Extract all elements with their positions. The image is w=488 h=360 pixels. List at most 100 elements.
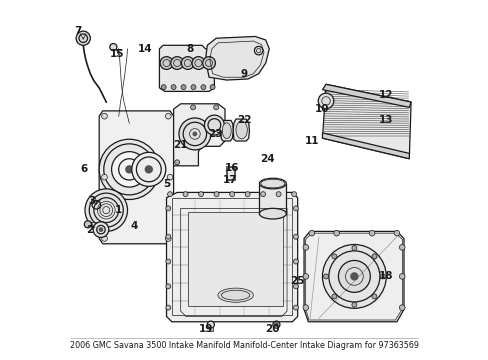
Text: 6: 6	[81, 165, 88, 174]
Circle shape	[76, 31, 90, 45]
Circle shape	[260, 192, 265, 197]
Circle shape	[351, 302, 356, 307]
Bar	[259, 184, 286, 214]
Circle shape	[167, 192, 172, 197]
Circle shape	[145, 166, 152, 173]
Circle shape	[190, 105, 195, 110]
Ellipse shape	[222, 123, 231, 139]
Polygon shape	[173, 104, 224, 166]
Polygon shape	[220, 121, 233, 141]
Circle shape	[165, 284, 170, 289]
Circle shape	[160, 57, 173, 69]
Circle shape	[293, 305, 298, 310]
Circle shape	[322, 244, 386, 308]
Circle shape	[303, 274, 308, 279]
Circle shape	[291, 192, 296, 197]
Circle shape	[170, 57, 183, 69]
Polygon shape	[166, 192, 297, 322]
Circle shape	[214, 192, 219, 197]
Text: 5: 5	[163, 179, 170, 189]
Circle shape	[165, 206, 170, 211]
Polygon shape	[233, 119, 249, 141]
Circle shape	[132, 152, 165, 186]
Circle shape	[371, 254, 376, 259]
Circle shape	[380, 274, 385, 279]
Text: 8: 8	[185, 44, 193, 54]
Polygon shape	[322, 133, 408, 159]
Bar	[225, 166, 234, 180]
Circle shape	[244, 192, 249, 197]
Circle shape	[303, 305, 308, 310]
Text: 18: 18	[378, 271, 393, 281]
Circle shape	[191, 85, 196, 90]
Circle shape	[125, 166, 133, 173]
Text: 24: 24	[260, 154, 274, 164]
Polygon shape	[304, 231, 403, 322]
Circle shape	[202, 57, 215, 69]
Circle shape	[183, 192, 188, 197]
Circle shape	[331, 294, 336, 299]
Circle shape	[99, 228, 102, 231]
Text: 7: 7	[74, 26, 81, 36]
Circle shape	[165, 259, 170, 264]
Polygon shape	[159, 45, 214, 91]
Text: 12: 12	[378, 90, 393, 100]
Text: 15: 15	[109, 49, 124, 59]
Text: 10: 10	[315, 104, 329, 114]
Circle shape	[308, 230, 314, 236]
Ellipse shape	[236, 121, 247, 139]
Polygon shape	[322, 84, 410, 159]
Circle shape	[368, 230, 374, 236]
Circle shape	[293, 259, 298, 264]
Circle shape	[93, 222, 108, 238]
Circle shape	[181, 57, 194, 69]
Circle shape	[318, 93, 333, 109]
Text: 16: 16	[224, 163, 239, 172]
Circle shape	[399, 244, 404, 250]
Circle shape	[293, 284, 298, 289]
Circle shape	[293, 206, 298, 211]
Circle shape	[85, 189, 127, 231]
Circle shape	[204, 115, 224, 135]
Circle shape	[193, 132, 196, 136]
Circle shape	[254, 46, 263, 55]
Circle shape	[174, 160, 179, 165]
Circle shape	[181, 85, 185, 90]
Circle shape	[399, 305, 404, 310]
Circle shape	[210, 85, 215, 90]
Circle shape	[350, 273, 357, 280]
Circle shape	[201, 85, 205, 90]
Circle shape	[84, 221, 91, 228]
Circle shape	[293, 234, 298, 239]
Circle shape	[192, 57, 204, 69]
Circle shape	[303, 244, 308, 250]
Circle shape	[399, 274, 404, 279]
Ellipse shape	[218, 288, 253, 302]
Circle shape	[110, 44, 117, 51]
Circle shape	[167, 174, 173, 180]
Circle shape	[111, 152, 147, 187]
Text: 19: 19	[198, 324, 212, 334]
Circle shape	[213, 105, 218, 110]
Circle shape	[198, 192, 203, 197]
Circle shape	[102, 113, 107, 119]
Polygon shape	[205, 36, 269, 80]
Text: 4: 4	[131, 221, 138, 231]
Polygon shape	[187, 212, 283, 306]
Circle shape	[165, 236, 171, 241]
Circle shape	[102, 236, 107, 241]
Ellipse shape	[259, 208, 286, 219]
Circle shape	[371, 294, 376, 299]
Circle shape	[207, 321, 214, 328]
Circle shape	[331, 254, 336, 259]
Circle shape	[102, 174, 107, 180]
Text: 2006 GMC Savana 3500 Intake Manifold Manifold-Center Intake Diagram for 97363569: 2006 GMC Savana 3500 Intake Manifold Man…	[70, 341, 418, 350]
Text: 25: 25	[289, 276, 304, 286]
Circle shape	[276, 192, 281, 197]
Polygon shape	[99, 111, 173, 244]
Circle shape	[165, 305, 170, 310]
Text: 17: 17	[223, 175, 237, 185]
Text: 3: 3	[88, 196, 96, 206]
Text: 1: 1	[115, 205, 122, 215]
Text: 9: 9	[241, 69, 247, 79]
